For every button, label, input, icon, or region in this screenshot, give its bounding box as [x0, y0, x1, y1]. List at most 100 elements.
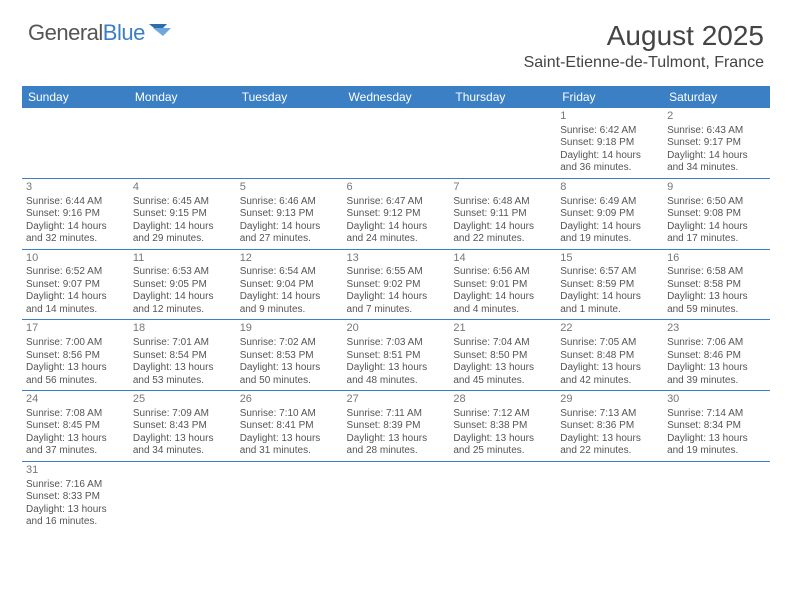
empty-cell	[236, 108, 343, 178]
sunset-line: Sunset: 8:58 PM	[667, 279, 766, 292]
sunrise-line: Sunrise: 7:12 AM	[453, 408, 552, 421]
day-number: 16	[667, 252, 766, 266]
day-cell: 21Sunrise: 7:04 AMSunset: 8:50 PMDayligh…	[449, 320, 556, 391]
day-cell: 13Sunrise: 6:55 AMSunset: 9:02 PMDayligh…	[343, 249, 450, 320]
sunrise-line: Sunrise: 6:55 AM	[347, 266, 446, 279]
sunrise-line: Sunrise: 7:14 AM	[667, 408, 766, 421]
sunrise-line: Sunrise: 6:52 AM	[26, 266, 125, 279]
sunrise-line: Sunrise: 7:13 AM	[560, 408, 659, 421]
sunset-line: Sunset: 8:34 PM	[667, 420, 766, 433]
sunrise-line: Sunrise: 6:46 AM	[240, 196, 339, 209]
sunset-line: Sunset: 8:38 PM	[453, 420, 552, 433]
calendar-row: 10Sunrise: 6:52 AMSunset: 9:07 PM Dayligh…	[22, 249, 770, 320]
sunrise-line: Sunrise: 6:49 AM	[560, 196, 659, 209]
day-number: 12	[240, 252, 339, 266]
calendar-row: 24Sunrise: 7:08 AMSunset: 8:45 PMDayligh…	[22, 391, 770, 462]
daylight-line: Daylight: 14 hours and 32 minutes.	[26, 221, 125, 246]
sunset-line: Sunset: 9:13 PM	[240, 208, 339, 221]
day-number: 22	[560, 322, 659, 336]
day-cell: 18Sunrise: 7:01 AMSunset: 8:54 PMDayligh…	[129, 320, 236, 391]
sunrise-line: Sunrise: 6:42 AM	[560, 125, 659, 138]
header: GeneralBlue August 2025 Saint-Etienne-de…	[0, 0, 792, 80]
sunrise-line: Sunrise: 7:02 AM	[240, 337, 339, 350]
sunrise-line: Sunrise: 7:04 AM	[453, 337, 552, 350]
sunrise-line: Sunrise: 7:16 AM	[26, 479, 125, 492]
sunrise-line: Sunrise: 6:50 AM	[667, 196, 766, 209]
calendar-row: 17Sunrise: 7:00 AMSunset: 8:56 PMDayligh…	[22, 320, 770, 391]
day-number: 28	[453, 393, 552, 407]
day-cell: 20Sunrise: 7:03 AMSunset: 8:51 PMDayligh…	[343, 320, 450, 391]
weekday-header: Tuesday	[236, 86, 343, 108]
weekday-row: SundayMondayTuesdayWednesdayThursdayFrid…	[22, 86, 770, 108]
weekday-header: Friday	[556, 86, 663, 108]
weekday-header: Wednesday	[343, 86, 450, 108]
day-number: 25	[133, 393, 232, 407]
daylight-line: Daylight: 14 hours and 22 minutes.	[453, 221, 552, 246]
day-number: 5	[240, 181, 339, 195]
day-cell: 19Sunrise: 7:02 AMSunset: 8:53 PMDayligh…	[236, 320, 343, 391]
sunrise-line: Sunrise: 7:08 AM	[26, 408, 125, 421]
empty-cell	[236, 461, 343, 531]
daylight-line: Daylight: 13 hours and 16 minutes.	[26, 504, 125, 529]
day-cell: 23Sunrise: 7:06 AMSunset: 8:46 PMDayligh…	[663, 320, 770, 391]
day-cell: 5Sunrise: 6:46 AMSunset: 9:13 PMDaylight…	[236, 178, 343, 249]
daylight-line: Daylight: 14 hours and 36 minutes.	[560, 150, 659, 175]
sunset-line: Sunset: 8:54 PM	[133, 350, 232, 363]
day-number: 23	[667, 322, 766, 336]
day-cell: 1Sunrise: 6:42 AMSunset: 9:18 PMDaylight…	[556, 108, 663, 178]
sunrise-line: Sunrise: 6:48 AM	[453, 196, 552, 209]
daylight-line: Daylight: 13 hours and 39 minutes.	[667, 362, 766, 387]
sunset-line: Sunset: 9:02 PM	[347, 279, 446, 292]
month-title: August 2025	[524, 20, 764, 52]
sunrise-line: Sunrise: 7:01 AM	[133, 337, 232, 350]
day-cell: 16Sunrise: 6:58 AMSunset: 8:58 PMDayligh…	[663, 249, 770, 320]
daylight-line: Daylight: 13 hours and 19 minutes.	[667, 433, 766, 458]
sunrise-line: Sunrise: 6:44 AM	[26, 196, 125, 209]
daylight-line: Daylight: 13 hours and 31 minutes.	[240, 433, 339, 458]
sunset-line: Sunset: 8:59 PM	[560, 279, 659, 292]
day-cell: 29Sunrise: 7:13 AMSunset: 8:36 PMDayligh…	[556, 391, 663, 462]
day-cell: 2Sunrise: 6:43 AMSunset: 9:17 PMDaylight…	[663, 108, 770, 178]
empty-cell	[449, 461, 556, 531]
day-cell: 24Sunrise: 7:08 AMSunset: 8:45 PMDayligh…	[22, 391, 129, 462]
day-cell: 11Sunrise: 6:53 AMSunset: 9:05 PMDayligh…	[129, 249, 236, 320]
sunset-line: Sunset: 8:39 PM	[347, 420, 446, 433]
daylight-line: Daylight: 13 hours and 37 minutes.	[26, 433, 125, 458]
daylight-line: Daylight: 14 hours and 7 minutes.	[347, 291, 446, 316]
day-cell: 8Sunrise: 6:49 AMSunset: 9:09 PMDaylight…	[556, 178, 663, 249]
day-number: 2	[667, 110, 766, 124]
sunrise-line: Sunrise: 6:45 AM	[133, 196, 232, 209]
day-cell: 30Sunrise: 7:14 AMSunset: 8:34 PMDayligh…	[663, 391, 770, 462]
day-number: 10	[26, 252, 125, 266]
day-cell: 3Sunrise: 6:44 AMSunset: 9:16 PMDaylight…	[22, 178, 129, 249]
daylight-line: Daylight: 13 hours and 45 minutes.	[453, 362, 552, 387]
weekday-header: Monday	[129, 86, 236, 108]
day-number: 19	[240, 322, 339, 336]
sunrise-line: Sunrise: 7:09 AM	[133, 408, 232, 421]
day-number: 26	[240, 393, 339, 407]
day-cell: 22Sunrise: 7:05 AMSunset: 8:48 PMDayligh…	[556, 320, 663, 391]
sunset-line: Sunset: 8:53 PM	[240, 350, 339, 363]
daylight-line: Daylight: 14 hours and 9 minutes.	[240, 291, 339, 316]
calendar-row: 1Sunrise: 6:42 AMSunset: 9:18 PMDaylight…	[22, 108, 770, 178]
sunset-line: Sunset: 9:07 PM	[26, 279, 125, 292]
daylight-line: Daylight: 14 hours and 12 minutes.	[133, 291, 232, 316]
day-number: 15	[560, 252, 659, 266]
day-cell: 10Sunrise: 6:52 AMSunset: 9:07 PMDayligh…	[22, 249, 129, 320]
day-number: 6	[347, 181, 446, 195]
sunset-line: Sunset: 9:15 PM	[133, 208, 232, 221]
daylight-line: Daylight: 13 hours and 34 minutes.	[133, 433, 232, 458]
weekday-header: Saturday	[663, 86, 770, 108]
sunset-line: Sunset: 9:08 PM	[667, 208, 766, 221]
sunset-line: Sunset: 8:36 PM	[560, 420, 659, 433]
sunset-line: Sunset: 8:33 PM	[26, 491, 125, 504]
sunrise-line: Sunrise: 7:05 AM	[560, 337, 659, 350]
day-cell: 26Sunrise: 7:10 AMSunset: 8:41 PMDayligh…	[236, 391, 343, 462]
calendar-row: 31Sunrise: 7:16 AMSunset: 8:33 PMDayligh…	[22, 461, 770, 531]
location: Saint-Etienne-de-Tulmont, France	[524, 54, 764, 72]
day-cell: 15Sunrise: 6:57 AMSunset: 8:59 PMDayligh…	[556, 249, 663, 320]
day-cell: 7Sunrise: 6:48 AMSunset: 9:11 PMDaylight…	[449, 178, 556, 249]
empty-cell	[343, 108, 450, 178]
day-cell: 17Sunrise: 7:00 AMSunset: 8:56 PMDayligh…	[22, 320, 129, 391]
sunrise-line: Sunrise: 6:43 AM	[667, 125, 766, 138]
